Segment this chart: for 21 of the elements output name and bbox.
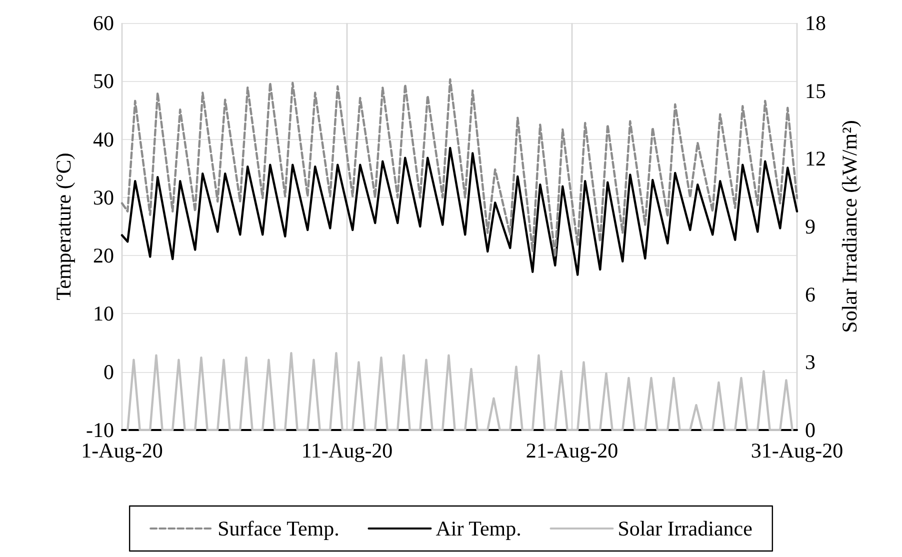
y-tick-label: 20: [93, 244, 114, 268]
y-tick-label: 10: [93, 302, 114, 326]
y-axis-title: Temperature (°C): [52, 152, 76, 300]
y2-tick-label: 6: [805, 282, 816, 306]
y-tick-label: 60: [93, 11, 114, 35]
y-tick-label: 30: [93, 185, 114, 210]
legend-label: Solar Irradiance: [618, 516, 752, 540]
y-tick-label: 0: [104, 360, 114, 384]
x-tick-label: 21-Aug-20: [526, 438, 618, 462]
line-series: [126, 352, 794, 432]
y2-tick-label: 15: [805, 78, 826, 103]
y2-tick-label: 3: [805, 350, 816, 374]
legend-label: Surface Temp.: [218, 516, 340, 540]
y-tick-label: 40: [93, 127, 114, 152]
y2-tick-label: 9: [805, 214, 816, 238]
y2-tick-label: 18: [805, 11, 826, 35]
y2-axis-title: Solar Irradiance (kW/m²): [838, 120, 862, 333]
y2-tick-label: 12: [805, 146, 826, 171]
y-tick-label: 50: [93, 69, 114, 94]
legend-label: Air Temp.: [436, 516, 522, 540]
x-tick-label: 11-Aug-20: [301, 438, 393, 462]
